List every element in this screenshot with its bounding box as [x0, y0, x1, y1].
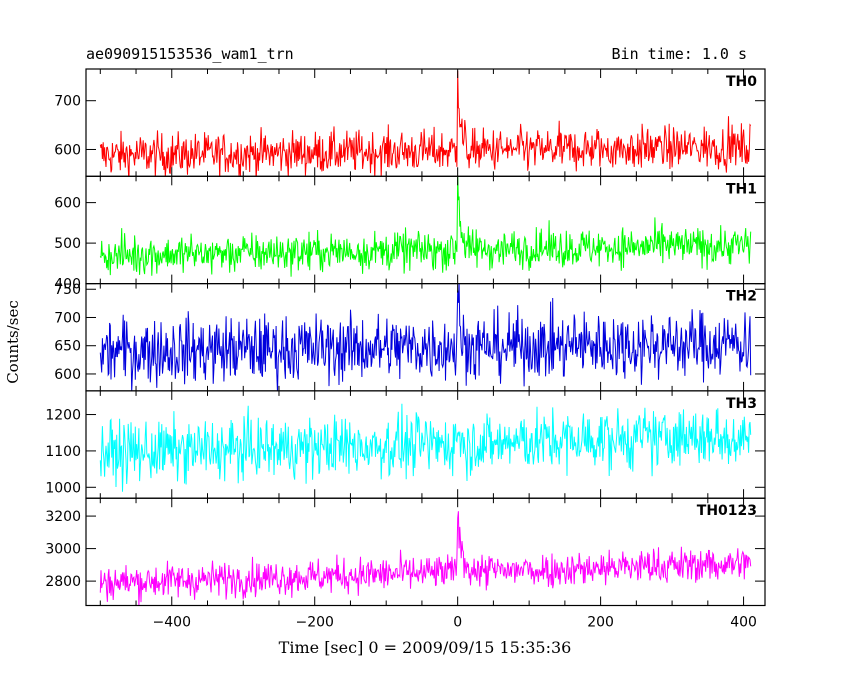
series-line-th2 — [99, 283, 752, 391]
y-tick-label: 3200 — [45, 509, 81, 525]
x-tick-label: 200 — [587, 615, 614, 631]
panel-label-th3: TH3 — [726, 396, 757, 412]
bin-time-label: Bin time: 1.0 s — [611, 45, 747, 63]
x-tick-label: 0 — [453, 615, 462, 631]
y-tick-label: 750 — [54, 282, 81, 298]
series-line-th3 — [99, 403, 752, 492]
panel-frame-th0123 — [85, 497, 766, 607]
panel-label-th2: TH2 — [726, 289, 757, 305]
x-tick-label: 400 — [730, 615, 757, 631]
series-line-th1 — [99, 176, 752, 277]
y-tick-label: 2800 — [45, 574, 81, 590]
x-tick-label: −200 — [295, 615, 333, 631]
panel-label-th1: TH1 — [726, 181, 757, 197]
x-tick-label: −400 — [153, 615, 191, 631]
panel-label-th0123: TH0123 — [697, 503, 757, 519]
panel-frame-th1 — [85, 175, 766, 285]
y-tick-label: 700 — [54, 310, 81, 326]
y-axis-label: Counts/sec — [4, 300, 22, 384]
y-tick-label: 600 — [54, 196, 81, 212]
y-tick-label: 600 — [54, 142, 81, 158]
chart-title-left: ae090915153536_wam1_trn — [86, 45, 294, 63]
y-tick-label: 700 — [54, 94, 81, 110]
y-tick-label: 1000 — [45, 480, 81, 496]
y-tick-label: 650 — [54, 339, 81, 355]
panel-label-th0: TH0 — [726, 74, 757, 90]
series-line-th0 — [99, 70, 752, 177]
y-tick-label: 1200 — [45, 408, 81, 424]
y-tick-label: 400 — [54, 277, 81, 293]
series-line-th0123 — [99, 511, 752, 606]
y-tick-label: 500 — [54, 236, 81, 252]
y-tick-label: 1100 — [45, 444, 81, 460]
x-axis-label: Time [sec] 0 = 2009/09/15 15:35:36 — [278, 638, 572, 657]
y-tick-label: 3000 — [45, 542, 81, 558]
y-tick-label: 600 — [54, 367, 81, 383]
